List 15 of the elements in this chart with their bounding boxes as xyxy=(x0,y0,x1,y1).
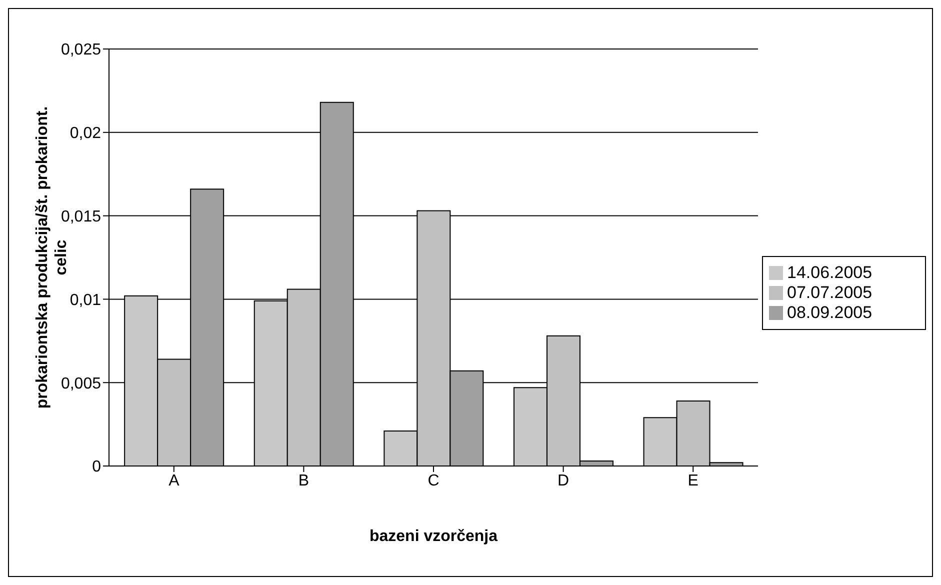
legend-label: 08.09.2005 xyxy=(787,302,872,322)
legend-label: 14.06.2005 xyxy=(787,262,872,282)
x-tick-label: E xyxy=(688,472,698,490)
y-tick-label: 0,02 xyxy=(70,125,102,142)
x-tick-label: B xyxy=(298,472,310,490)
legend-label: 07.07.2005 xyxy=(787,282,872,302)
y-tick-label: 0 xyxy=(92,458,102,476)
x-tick-label: D xyxy=(558,472,570,490)
x-tick-label: C xyxy=(428,472,440,490)
y-tick-label: 0,015 xyxy=(60,208,102,226)
y-tick-label: 0,025 xyxy=(60,42,102,59)
y-tick-label: 0,01 xyxy=(70,292,102,309)
x-axis-title: bazeni vzorčenja xyxy=(369,528,498,545)
x-tick-label: A xyxy=(168,472,180,490)
y-tick-label: 0,005 xyxy=(60,375,102,392)
